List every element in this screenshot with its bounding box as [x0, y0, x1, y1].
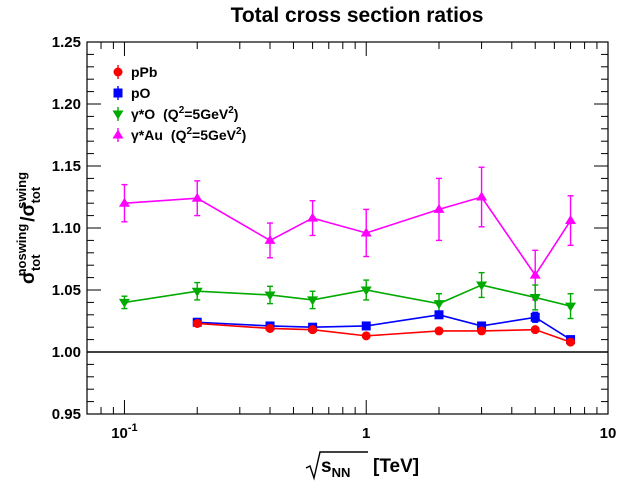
- x-label-unit: [TeV]: [373, 456, 419, 477]
- y-sep: /: [18, 216, 39, 222]
- y-tick-label: 1.20: [52, 96, 81, 113]
- x-tick-label: 10-1: [111, 422, 137, 442]
- x-tick-label: 1: [362, 425, 370, 442]
- data-point: [265, 323, 275, 333]
- y-num-base: σ: [18, 271, 39, 284]
- data-point: [434, 310, 444, 320]
- legend-label: pPb: [131, 64, 157, 80]
- chart-title: Total cross section ratios: [231, 4, 484, 27]
- data-point: [307, 296, 319, 306]
- legend-item: γ*Au (Q2=5GeV2): [112, 126, 246, 143]
- x-label-sub: NN: [332, 465, 351, 480]
- x-tick-label: 10: [600, 425, 617, 442]
- x-axis: 10-1 1 10: [86, 42, 617, 442]
- series-line: [197, 313, 571, 341]
- y-den-sup: swing: [14, 172, 29, 209]
- legend-label: γ*O (Q2=5GeV2): [131, 105, 238, 122]
- data-point: [118, 298, 130, 308]
- series-pPb: [192, 318, 576, 347]
- x-axis-label: sNN [TeV]: [305, 451, 419, 481]
- data-point: [477, 326, 487, 336]
- y-den-base: σ: [18, 203, 39, 216]
- legend-marker: [113, 88, 123, 98]
- legend: pPb pO γ*O (Q2=5GeV2) γ*Au (Q2=5GeV2): [112, 64, 246, 143]
- series-line: [124, 196, 572, 277]
- data-point: [566, 337, 576, 347]
- y-axis-label: σtotnoswing/σtotswing: [14, 172, 43, 284]
- data-point: [360, 286, 372, 296]
- legend-item: pO: [113, 85, 151, 101]
- data-point: [476, 281, 488, 291]
- legend-item: pPb: [113, 64, 157, 80]
- data-point: [565, 302, 577, 312]
- data-point: [433, 203, 445, 213]
- series-line: [197, 322, 571, 343]
- svg-text:σtotnoswing/σtotswing: σtotnoswing/σtotswing: [14, 172, 43, 284]
- y-axis: 0.95 1.00 1.05 1.10 1.15 1.20 1.25: [52, 34, 608, 423]
- legend-marker: [112, 110, 124, 120]
- data-point: [118, 197, 130, 207]
- legend-item: γ*O (Q2=5GeV2): [112, 105, 238, 122]
- data-point: [360, 227, 372, 237]
- data-point: [434, 326, 444, 336]
- data-point: [477, 321, 487, 331]
- sqrt-sign: [305, 451, 368, 481]
- y-tick-label: 0.95: [52, 406, 81, 423]
- y-num-sub: tot: [28, 254, 43, 271]
- data-point: [529, 269, 541, 279]
- data-point: [565, 215, 577, 225]
- y-tick-label: 1.25: [52, 34, 81, 51]
- data-point: [307, 212, 319, 222]
- y-tick-label: 1.15: [52, 158, 81, 175]
- data-point: [264, 291, 276, 301]
- x-label-base: s: [321, 456, 332, 477]
- data-point: [530, 325, 540, 335]
- y-num-sup: noswing: [14, 224, 29, 277]
- y-tick-label: 1.10: [52, 220, 81, 237]
- data-point: [192, 318, 202, 328]
- data-point: [361, 331, 371, 341]
- y-den-sub: tot: [28, 186, 43, 203]
- data-point: [191, 287, 203, 297]
- data-point: [361, 321, 371, 331]
- data-point: [530, 312, 540, 322]
- series-γ*Au: [118, 166, 577, 301]
- series-γ*O: [118, 271, 577, 320]
- data-point: [476, 191, 488, 201]
- svg-text:sNN: sNN: [321, 456, 350, 480]
- y-tick-label: 1.00: [52, 344, 81, 361]
- data-point: [191, 192, 203, 202]
- legend-label: pO: [131, 85, 151, 101]
- series-line: [124, 284, 571, 307]
- series-layer: [118, 166, 577, 347]
- data-point: [433, 300, 445, 310]
- data-point: [308, 325, 318, 335]
- data-point: [264, 234, 276, 244]
- legend-label: γ*Au (Q2=5GeV2): [131, 126, 246, 143]
- data-point: [529, 293, 541, 303]
- y-tick-label: 1.05: [52, 282, 81, 299]
- legend-marker: [113, 67, 123, 77]
- legend-marker: [112, 129, 124, 139]
